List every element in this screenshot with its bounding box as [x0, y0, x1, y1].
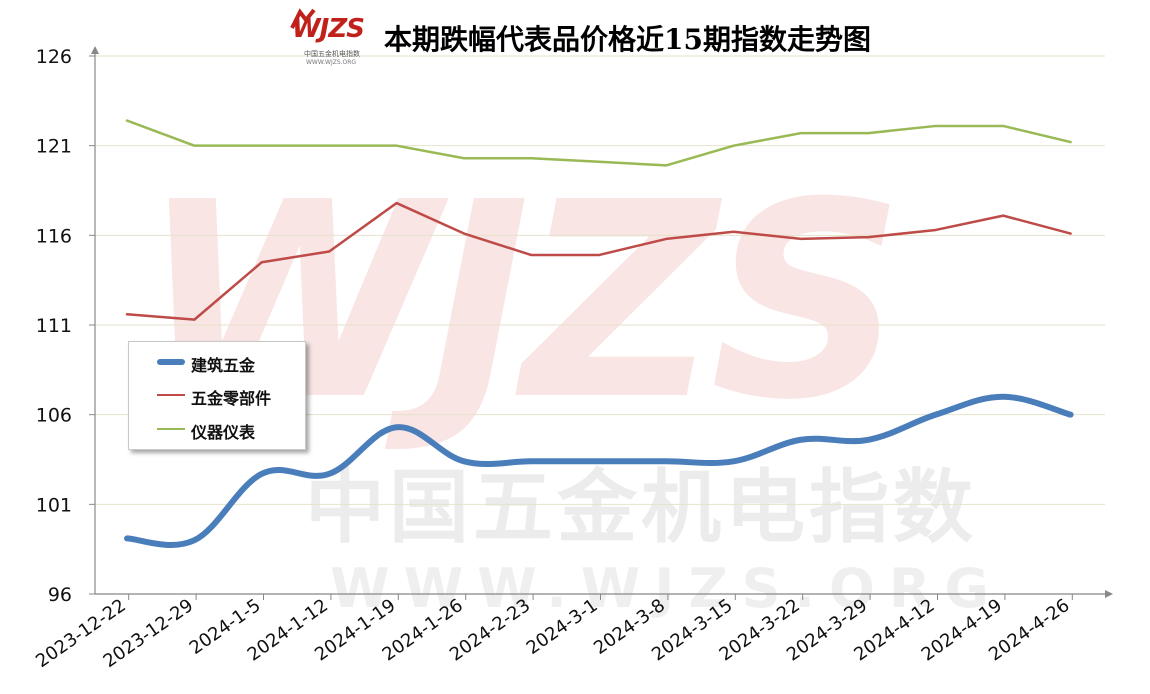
- legend-swatch-parts: [157, 394, 185, 396]
- legend: 建筑五金 五金零部件 仪器仪表: [128, 341, 306, 450]
- y-tick-label: 106: [36, 405, 72, 427]
- legend-item-parts: 五金零部件: [129, 385, 305, 408]
- legend-swatch-instruments: [157, 428, 185, 430]
- wjzs-logo: WJZS 中国五金机电指数 WWW.WJZS.ORG: [288, 8, 368, 68]
- logo-arrow-icon: [290, 8, 316, 29]
- watermark-cn: 中国五金机电指数: [305, 461, 977, 554]
- y-tick-label: 121: [36, 136, 72, 158]
- x-axis-arrow-icon: [1105, 590, 1113, 598]
- legend-item-instruments: 仪器仪表: [129, 419, 305, 442]
- watermark-url: WWW.WJZS.ORG: [330, 557, 1003, 620]
- legend-label-instruments: 仪器仪表: [191, 423, 256, 442]
- y-tick-label: 96: [48, 584, 72, 606]
- title-area: WJZS 中国五金机电指数 WWW.WJZS.ORG 本期跌幅代表品价格近15期…: [288, 8, 871, 68]
- logo-text: WJZS: [292, 14, 365, 44]
- y-tick-label: 101: [36, 494, 72, 516]
- series-line-building: [124, 393, 1074, 548]
- chart-title: 本期跌幅代表品价格近15期指数走势图: [384, 23, 871, 56]
- logo-url: WWW.WJZS.ORG: [306, 59, 357, 66]
- y-tick-label: 116: [36, 225, 72, 247]
- y-tick-label: 111: [36, 315, 72, 337]
- series-line-parts: [125, 201, 1072, 321]
- legend-item-building: 建筑五金: [129, 352, 305, 375]
- y-axis-arrow-icon: [91, 46, 99, 54]
- legend-label-parts: 五金零部件: [191, 389, 272, 408]
- legend-label-building: 建筑五金: [191, 356, 256, 375]
- series-line-instruments: [125, 119, 1072, 167]
- legend-swatch-building: [157, 359, 185, 365]
- logo-subtitle: 中国五金机电指数: [304, 50, 360, 58]
- y-tick-label: 126: [36, 46, 72, 68]
